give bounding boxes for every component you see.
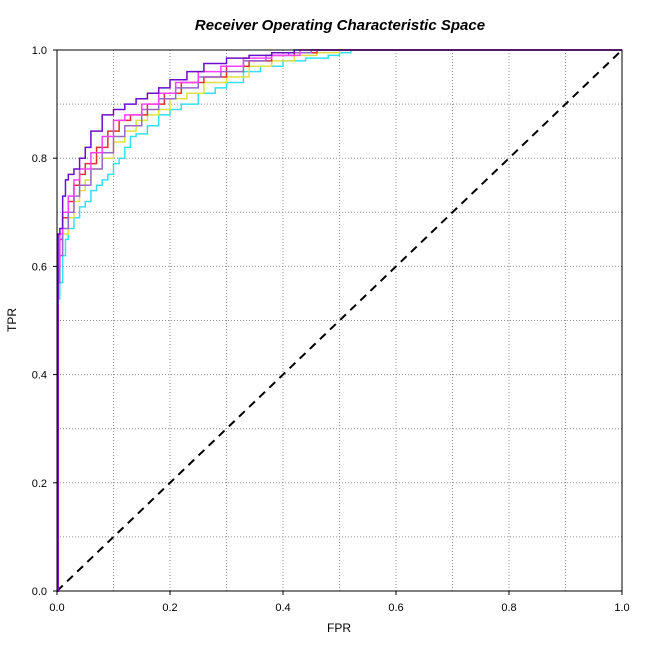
roc-curve-5 — [57, 49, 622, 592]
x-tick-label: 0.6 — [388, 602, 403, 614]
y-tick-label: 1.0 — [32, 45, 47, 57]
y-tick-label: 0.0 — [32, 586, 47, 598]
plot-frame — [56, 49, 623, 592]
chart-title: Receiver Operating Characteristic Space — [195, 17, 485, 34]
x-tick-label: 0.4 — [275, 602, 290, 614]
roc-curve-4 — [57, 49, 622, 592]
diagonal-reference — [56, 49, 623, 592]
x-tick-label: 0.2 — [162, 602, 177, 614]
x-axis-ticks: 0.0 0.2 0.4 0.6 0.8 1.0 — [49, 591, 630, 614]
y-axis-label: TPR — [5, 308, 19, 332]
y-axis-ticks: 0.0 0.2 0.4 0.6 0.8 1.0 — [32, 45, 57, 598]
x-tick-label: 0.0 — [49, 602, 64, 614]
grid — [57, 50, 622, 591]
x-tick-label: 0.8 — [501, 602, 516, 614]
y-tick-label: 0.2 — [32, 478, 47, 490]
x-tick-label: 1.0 — [614, 602, 629, 614]
y-tick-label: 0.8 — [32, 153, 47, 165]
y-tick-label: 0.6 — [32, 261, 47, 273]
diagonal-line — [56, 49, 623, 592]
y-tick-label: 0.4 — [32, 370, 47, 382]
roc-curve-6 — [57, 49, 622, 592]
roc-curves — [57, 49, 622, 592]
x-axis-label: FPR — [327, 621, 351, 635]
